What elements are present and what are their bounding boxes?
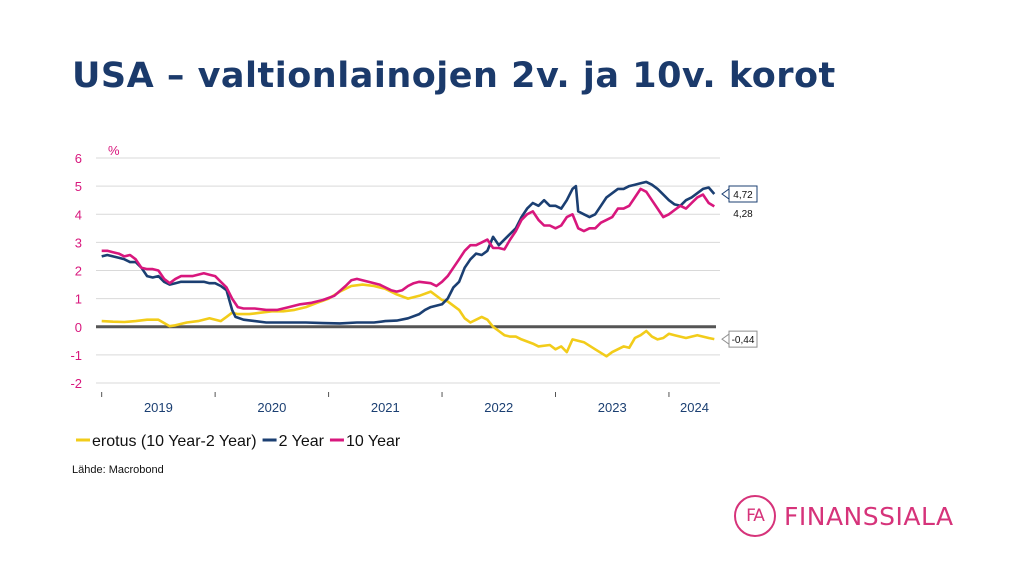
legend-item: 2 Year bbox=[262, 433, 325, 450]
end-label-box bbox=[729, 205, 757, 221]
spread-line bbox=[101, 283, 715, 358]
two-year-line bbox=[101, 180, 716, 325]
ten-year-line bbox=[101, 187, 715, 312]
end-label-10y: 4,28 bbox=[729, 205, 757, 221]
end-label-pointer bbox=[721, 188, 730, 200]
x-tick-label: 2024 bbox=[680, 400, 709, 415]
chart-series bbox=[101, 180, 716, 358]
chart-grid bbox=[96, 157, 720, 384]
chart: 6 5 4 3 2 1 0 -1 -2% 2019 2020 2021 2022 2023 2024 4,… bbox=[70, 143, 758, 450]
y-axis-label: % bbox=[108, 143, 120, 158]
legend-item: 10 Year bbox=[329, 433, 401, 450]
x-axis: 2019 2020 2021 2022 2023 2024 bbox=[96, 391, 720, 415]
y-tick-label: 3 bbox=[75, 235, 82, 250]
finanssiala-logo[interactable]: FA FINANSSIALA bbox=[734, 490, 974, 542]
x-tick-label: 2022 bbox=[484, 400, 513, 415]
y-tick-label: 4 bbox=[75, 207, 82, 222]
legend-label: erotus (10 Year-2 Year) bbox=[92, 433, 257, 450]
end-label-spread: -0,44 bbox=[721, 330, 758, 348]
y-axis: 6 5 4 3 2 1 0 -1 -2% bbox=[70, 143, 120, 391]
chart-legend: erotus (10 Year-2 Year) 2 Year 10 Year bbox=[76, 433, 401, 450]
legend-label: 2 Year bbox=[279, 433, 325, 450]
end-label-2y: 4,72 bbox=[721, 185, 758, 203]
legend-label: 10 Year bbox=[346, 433, 401, 450]
end-label-text: -0,44 bbox=[732, 335, 755, 346]
x-tick-label: 2020 bbox=[257, 400, 286, 415]
end-label-box bbox=[728, 185, 758, 203]
y-tick-label: 0 bbox=[75, 320, 82, 335]
end-label-text: 4,72 bbox=[733, 190, 753, 201]
x-tick-label: 2023 bbox=[598, 400, 627, 415]
y-tick-label: -2 bbox=[70, 376, 82, 391]
end-labels: 4,72 4,28 -0,44 bbox=[721, 185, 758, 348]
x-tick-label: 2019 bbox=[144, 400, 173, 415]
y-tick-label: 5 bbox=[75, 179, 82, 194]
y-tick-label: 1 bbox=[75, 292, 82, 307]
y-tick-label: 6 bbox=[75, 151, 82, 166]
y-tick-label: 2 bbox=[75, 264, 82, 279]
legend-item: erotus (10 Year-2 Year) bbox=[76, 433, 257, 450]
x-tick-label: 2021 bbox=[371, 400, 400, 415]
logo-wordmark: FINANSSIALA bbox=[784, 501, 954, 531]
source-note: Lähde: Macrobond bbox=[72, 464, 164, 476]
logo-mark-icon: FA bbox=[734, 495, 776, 537]
end-label-pointer bbox=[721, 333, 730, 346]
end-label-box bbox=[728, 330, 758, 348]
y-tick-label: -1 bbox=[70, 348, 82, 363]
end-label-text: 4,28 bbox=[733, 209, 753, 220]
page-title: USA – valtionlainojen 2v. ja 10v. korot bbox=[72, 56, 836, 96]
